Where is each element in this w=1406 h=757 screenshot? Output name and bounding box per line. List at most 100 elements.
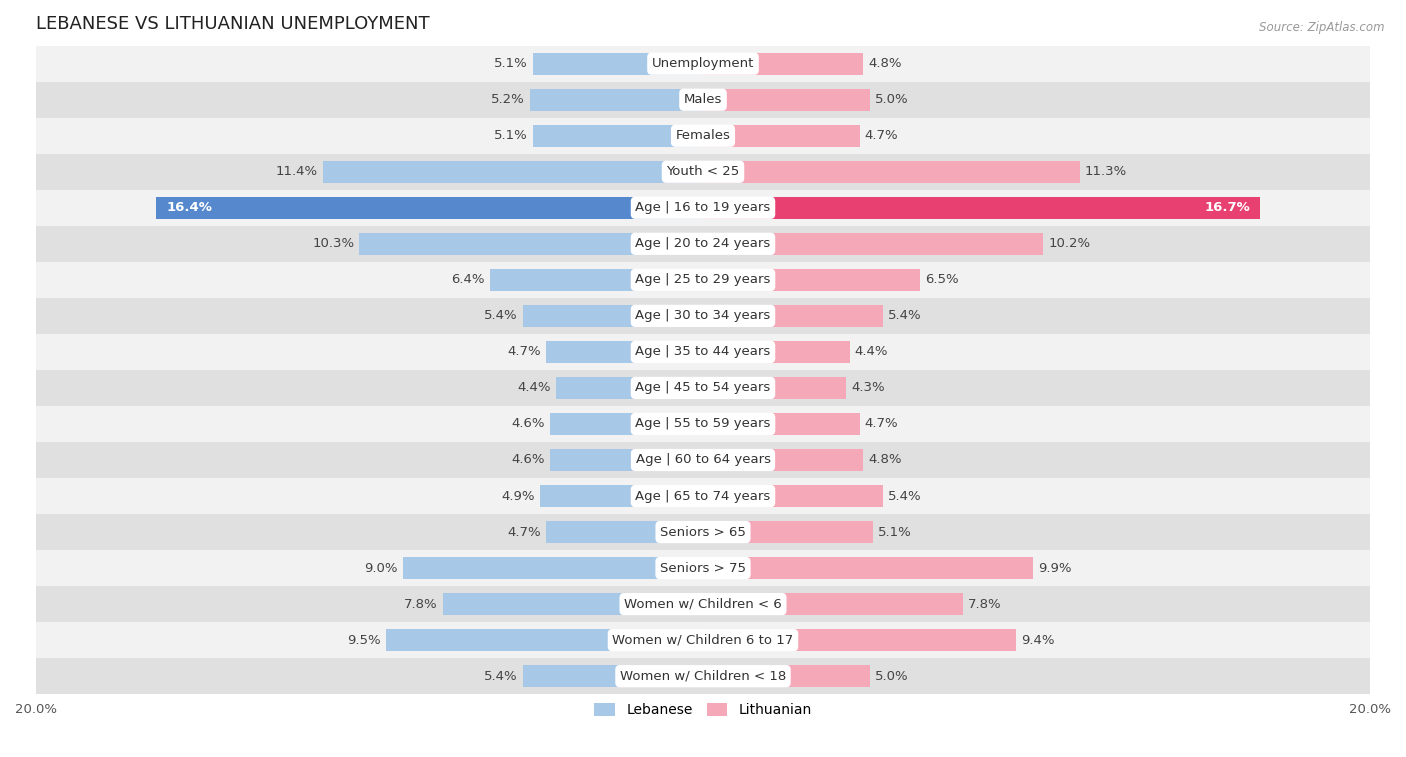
- Bar: [530, 89, 703, 111]
- Text: Males: Males: [683, 93, 723, 106]
- Bar: [703, 232, 1043, 255]
- Bar: [703, 52, 863, 75]
- Text: 5.1%: 5.1%: [879, 525, 912, 538]
- Text: 10.3%: 10.3%: [312, 238, 354, 251]
- Bar: [703, 484, 883, 507]
- Text: Age | 65 to 74 years: Age | 65 to 74 years: [636, 490, 770, 503]
- Bar: [703, 197, 1260, 219]
- Bar: [703, 665, 870, 687]
- Bar: [387, 629, 703, 651]
- Bar: [703, 449, 863, 471]
- Bar: [37, 118, 1369, 154]
- Bar: [443, 593, 703, 615]
- Bar: [37, 154, 1369, 190]
- Text: Age | 35 to 44 years: Age | 35 to 44 years: [636, 345, 770, 358]
- Bar: [37, 298, 1369, 334]
- Bar: [703, 557, 1033, 579]
- Text: 4.4%: 4.4%: [855, 345, 889, 358]
- Text: 4.7%: 4.7%: [508, 525, 541, 538]
- Text: 5.4%: 5.4%: [484, 670, 517, 683]
- Text: 4.4%: 4.4%: [517, 382, 551, 394]
- Text: Females: Females: [675, 129, 731, 142]
- Text: 4.8%: 4.8%: [868, 453, 901, 466]
- Bar: [360, 232, 703, 255]
- Text: 5.0%: 5.0%: [875, 93, 908, 106]
- Bar: [37, 334, 1369, 370]
- Text: 5.1%: 5.1%: [494, 58, 527, 70]
- Text: Youth < 25: Youth < 25: [666, 165, 740, 178]
- Text: Women w/ Children < 18: Women w/ Children < 18: [620, 670, 786, 683]
- Bar: [703, 89, 870, 111]
- Text: Age | 20 to 24 years: Age | 20 to 24 years: [636, 238, 770, 251]
- Bar: [37, 622, 1369, 658]
- Text: 5.4%: 5.4%: [889, 490, 922, 503]
- Text: Age | 60 to 64 years: Age | 60 to 64 years: [636, 453, 770, 466]
- Bar: [703, 125, 859, 147]
- Text: Women w/ Children < 6: Women w/ Children < 6: [624, 597, 782, 611]
- Bar: [37, 586, 1369, 622]
- Bar: [703, 341, 849, 363]
- Text: 7.8%: 7.8%: [405, 597, 437, 611]
- Legend: Lebanese, Lithuanian: Lebanese, Lithuanian: [589, 698, 817, 723]
- Text: 4.6%: 4.6%: [512, 453, 544, 466]
- Text: 4.3%: 4.3%: [852, 382, 884, 394]
- Bar: [37, 45, 1369, 82]
- Text: 4.7%: 4.7%: [865, 129, 898, 142]
- Text: 11.4%: 11.4%: [276, 165, 318, 178]
- Bar: [550, 449, 703, 471]
- Text: Source: ZipAtlas.com: Source: ZipAtlas.com: [1260, 21, 1385, 34]
- Bar: [703, 160, 1080, 183]
- Bar: [489, 269, 703, 291]
- Bar: [703, 305, 883, 327]
- Bar: [156, 197, 703, 219]
- Bar: [547, 341, 703, 363]
- Text: 5.2%: 5.2%: [491, 93, 524, 106]
- Bar: [37, 82, 1369, 118]
- Bar: [37, 190, 1369, 226]
- Text: Age | 55 to 59 years: Age | 55 to 59 years: [636, 417, 770, 431]
- Text: 9.4%: 9.4%: [1022, 634, 1054, 646]
- Bar: [37, 262, 1369, 298]
- Text: 6.4%: 6.4%: [451, 273, 485, 286]
- Bar: [404, 557, 703, 579]
- Text: Women w/ Children 6 to 17: Women w/ Children 6 to 17: [613, 634, 793, 646]
- Bar: [37, 478, 1369, 514]
- Text: LEBANESE VS LITHUANIAN UNEMPLOYMENT: LEBANESE VS LITHUANIAN UNEMPLOYMENT: [37, 15, 430, 33]
- Text: 5.4%: 5.4%: [889, 310, 922, 322]
- Bar: [703, 593, 963, 615]
- Bar: [37, 370, 1369, 406]
- Bar: [703, 413, 859, 435]
- Text: 4.7%: 4.7%: [865, 417, 898, 431]
- Text: Age | 25 to 29 years: Age | 25 to 29 years: [636, 273, 770, 286]
- Bar: [703, 269, 920, 291]
- Text: 4.6%: 4.6%: [512, 417, 544, 431]
- Text: 7.8%: 7.8%: [969, 597, 1001, 611]
- Text: Unemployment: Unemployment: [652, 58, 754, 70]
- Text: Age | 16 to 19 years: Age | 16 to 19 years: [636, 201, 770, 214]
- Text: 16.4%: 16.4%: [166, 201, 212, 214]
- Text: 9.5%: 9.5%: [347, 634, 381, 646]
- Text: Age | 30 to 34 years: Age | 30 to 34 years: [636, 310, 770, 322]
- Text: 5.4%: 5.4%: [484, 310, 517, 322]
- Bar: [37, 442, 1369, 478]
- Bar: [37, 406, 1369, 442]
- Bar: [547, 521, 703, 544]
- Text: Age | 45 to 54 years: Age | 45 to 54 years: [636, 382, 770, 394]
- Text: 9.9%: 9.9%: [1038, 562, 1071, 575]
- Bar: [37, 514, 1369, 550]
- Bar: [323, 160, 703, 183]
- Text: 4.8%: 4.8%: [868, 58, 901, 70]
- Bar: [37, 226, 1369, 262]
- Text: 9.0%: 9.0%: [364, 562, 398, 575]
- Text: 5.1%: 5.1%: [494, 129, 527, 142]
- Text: 6.5%: 6.5%: [925, 273, 959, 286]
- Bar: [533, 52, 703, 75]
- Text: Seniors > 75: Seniors > 75: [659, 562, 747, 575]
- Bar: [703, 377, 846, 399]
- Bar: [37, 658, 1369, 694]
- Bar: [703, 521, 873, 544]
- Bar: [540, 484, 703, 507]
- Text: 16.7%: 16.7%: [1204, 201, 1250, 214]
- Text: 5.0%: 5.0%: [875, 670, 908, 683]
- Bar: [703, 629, 1017, 651]
